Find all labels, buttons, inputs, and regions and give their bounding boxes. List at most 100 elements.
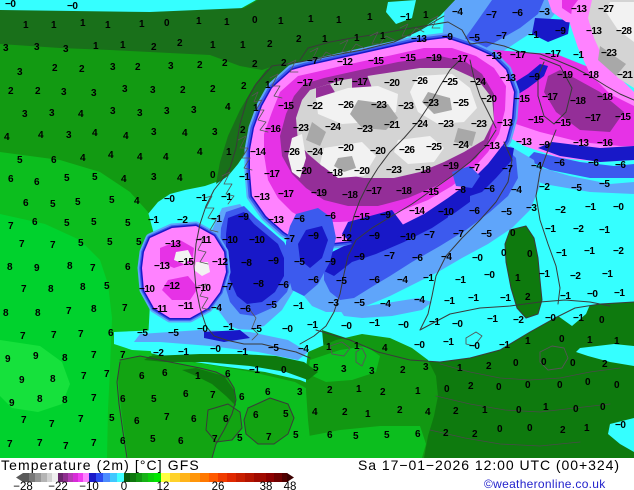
- svg-text:−5: −5: [501, 207, 512, 218]
- svg-text:−20: −20: [354, 166, 370, 177]
- svg-text:8: 8: [37, 394, 43, 405]
- svg-text:5: 5: [50, 199, 56, 210]
- svg-text:−24: −24: [325, 122, 341, 133]
- svg-text:5: 5: [353, 431, 359, 442]
- svg-text:−1: −1: [221, 192, 232, 203]
- svg-text:3: 3: [110, 62, 116, 73]
- svg-text:0: 0: [527, 249, 533, 260]
- svg-text:−5: −5: [251, 324, 262, 335]
- svg-text:0: 0: [527, 423, 533, 434]
- svg-text:−2: −2: [555, 205, 566, 216]
- svg-text:−1: −1: [455, 275, 466, 286]
- svg-text:4: 4: [121, 174, 127, 185]
- svg-text:2: 2: [327, 385, 333, 396]
- svg-text:5: 5: [104, 281, 110, 292]
- svg-text:−5: −5: [268, 343, 279, 354]
- svg-text:1: 1: [210, 40, 216, 51]
- svg-text:1: 1: [93, 41, 99, 52]
- svg-text:6: 6: [178, 436, 184, 447]
- svg-text:−2: −2: [613, 246, 624, 257]
- svg-text:1: 1: [515, 273, 521, 284]
- svg-text:−28: −28: [616, 26, 632, 37]
- svg-text:−9: −9: [529, 72, 540, 83]
- svg-text:2: 2: [267, 39, 273, 50]
- svg-text:2: 2: [342, 407, 348, 418]
- svg-text:−19: −19: [443, 161, 459, 172]
- svg-text:−17: −17: [352, 77, 368, 88]
- svg-text:3: 3: [66, 130, 72, 141]
- svg-text:26: 26: [212, 481, 225, 490]
- svg-text:5: 5: [237, 433, 243, 444]
- svg-text:0: 0: [559, 334, 565, 345]
- svg-text:−17: −17: [278, 189, 294, 200]
- svg-text:4: 4: [134, 196, 140, 207]
- svg-text:6: 6: [415, 429, 421, 440]
- svg-text:−6: −6: [278, 280, 289, 291]
- svg-text:−2: −2: [570, 271, 581, 282]
- svg-text:6: 6: [32, 217, 38, 228]
- svg-text:4: 4: [425, 407, 431, 418]
- svg-text:−23: −23: [471, 119, 487, 130]
- svg-text:8: 8: [62, 353, 68, 364]
- svg-text:6: 6: [253, 410, 259, 421]
- svg-text:2: 2: [486, 361, 492, 372]
- svg-text:3: 3: [49, 108, 55, 119]
- svg-text:5: 5: [150, 434, 156, 445]
- svg-text:8: 8: [7, 262, 13, 273]
- svg-text:−1: −1: [196, 193, 207, 204]
- svg-text:−1: −1: [499, 340, 510, 351]
- svg-text:−1: −1: [239, 172, 250, 183]
- svg-text:0: 0: [525, 380, 531, 391]
- svg-text:−7: −7: [453, 229, 464, 240]
- svg-text:−0: −0: [414, 340, 425, 351]
- svg-text:−1: −1: [211, 214, 222, 225]
- svg-text:−21: −21: [384, 120, 400, 131]
- svg-text:−5: −5: [137, 328, 148, 339]
- svg-text:1: 1: [253, 103, 259, 114]
- svg-text:1: 1: [614, 336, 620, 347]
- svg-text:3: 3: [122, 84, 128, 95]
- svg-text:−3: −3: [526, 203, 537, 214]
- svg-text:2: 2: [602, 359, 608, 370]
- svg-text:−25: −25: [426, 142, 442, 153]
- svg-text:8: 8: [62, 395, 68, 406]
- svg-text:−9: −9: [354, 252, 365, 263]
- svg-text:−9: −9: [325, 257, 336, 268]
- svg-text:©weatheronline.co.uk: ©weatheronline.co.uk: [484, 477, 606, 490]
- svg-text:5: 5: [293, 430, 299, 441]
- svg-text:−0: −0: [210, 344, 221, 355]
- svg-text:−6: −6: [412, 253, 423, 264]
- svg-text:−5: −5: [469, 33, 480, 44]
- svg-text:6: 6: [34, 177, 40, 188]
- svg-text:7: 7: [120, 350, 126, 361]
- svg-text:−20: −20: [384, 78, 400, 89]
- svg-text:−0: −0: [484, 270, 495, 281]
- svg-text:6: 6: [225, 369, 231, 380]
- svg-text:7: 7: [63, 441, 69, 452]
- svg-text:−6: −6: [308, 275, 319, 286]
- svg-text:−17: −17: [542, 92, 558, 103]
- svg-text:−25: −25: [442, 77, 458, 88]
- svg-text:0: 0: [570, 358, 576, 369]
- svg-text:1: 1: [356, 384, 362, 395]
- svg-text:−12: −12: [164, 281, 180, 292]
- svg-text:−5: −5: [354, 298, 365, 309]
- svg-text:−15: −15: [354, 212, 370, 223]
- svg-text:−10: −10: [438, 207, 454, 218]
- svg-text:−18: −18: [583, 70, 599, 81]
- svg-text:2: 2: [79, 64, 85, 75]
- svg-text:8: 8: [48, 284, 54, 295]
- svg-text:4: 4: [38, 130, 44, 141]
- svg-text:6: 6: [134, 416, 140, 427]
- svg-text:7: 7: [19, 239, 25, 250]
- svg-text:−17: −17: [264, 169, 280, 180]
- svg-text:−1: −1: [468, 293, 479, 304]
- svg-text:−19: −19: [557, 70, 573, 81]
- svg-text:−2: −2: [177, 215, 188, 226]
- svg-text:−24: −24: [453, 140, 469, 151]
- svg-text:−0: −0: [67, 1, 78, 12]
- svg-text:−1: −1: [249, 365, 260, 376]
- svg-text:3: 3: [212, 127, 218, 138]
- svg-text:−10: −10: [400, 232, 416, 243]
- svg-text:0: 0: [121, 481, 127, 490]
